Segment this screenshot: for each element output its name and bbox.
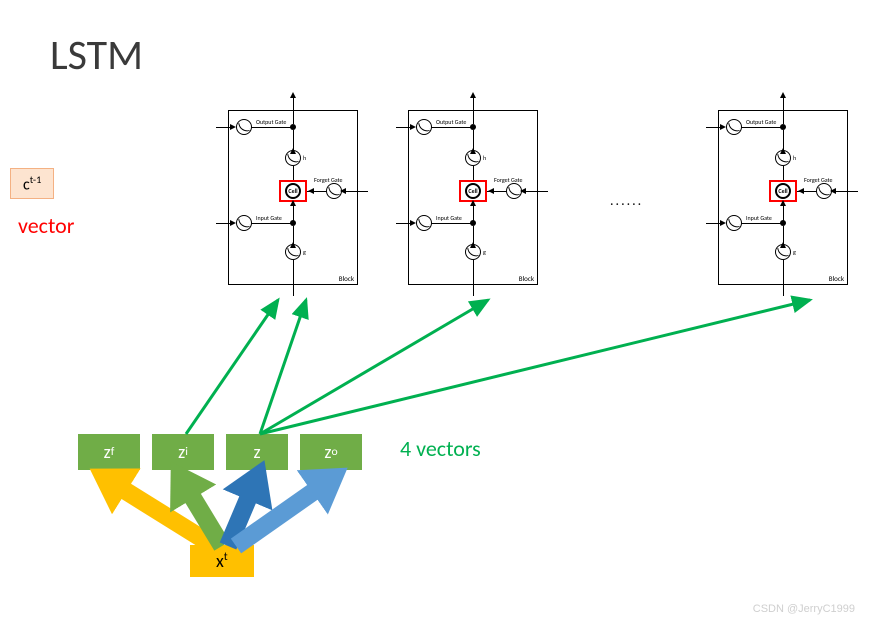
forget-gate-label: Forget Gate (804, 176, 832, 184)
watermark: CSDN @JerryC1999 (753, 603, 855, 615)
ellipsis: ...... (610, 192, 643, 209)
z-to-cell-arrow (260, 300, 810, 434)
output-gate-label: Output Gate (436, 118, 466, 126)
lstm-cell: Block Output Gate h Cell Forget Gate (700, 98, 850, 293)
ct1-badge: ct-1 (10, 168, 54, 199)
cell-box: Cell (459, 180, 487, 202)
sigma-icon (236, 215, 252, 231)
four-vectors-label: 4 vectors (400, 435, 481, 462)
cell-box: Cell (279, 180, 307, 202)
z-to-cell-arrow (186, 300, 278, 434)
vector-label: vector (18, 212, 74, 239)
input-arrow (228, 480, 256, 546)
forget-gate-label: Forget Gate (494, 176, 522, 184)
sigma-icon (416, 215, 432, 231)
z-to-cell-arrow (260, 300, 306, 434)
input-gate-label: Input Gate (256, 214, 282, 222)
output-gate-label: Output Gate (746, 118, 776, 126)
input-gate-label: Input Gate (746, 214, 772, 222)
block-label: Block (339, 274, 354, 283)
z-to-cell-arrow (260, 300, 488, 434)
z-box-z: z (226, 434, 288, 470)
z-box-zi: zi (152, 434, 214, 470)
forget-gate-label: Forget Gate (314, 176, 342, 184)
xt-badge: xt (190, 545, 254, 577)
sigma-icon (726, 119, 742, 135)
z-vector-row: zf zi z zo (78, 434, 362, 470)
sigma-icon (416, 119, 432, 135)
block-label: Block (519, 274, 534, 283)
lstm-cell: Block Output Gate h Cell Forget Gate (210, 98, 360, 293)
lstm-cell: Block Output Gate h Cell Forget Gate (390, 98, 540, 293)
sigma-icon (236, 119, 252, 135)
z-box-zf: zf (78, 434, 140, 470)
sigma-icon (726, 215, 742, 231)
page-title: LSTM (50, 30, 143, 81)
output-gate-label: Output Gate (256, 118, 286, 126)
input-arrow (182, 480, 222, 546)
input-arrow (236, 480, 330, 546)
block-label: Block (829, 274, 844, 283)
green-arrows-layer (0, 0, 873, 621)
input-arrow (108, 480, 214, 546)
input-gate-label: Input Gate (436, 214, 462, 222)
thick-arrows-layer (0, 0, 873, 621)
z-box-zo: zo (300, 434, 362, 470)
cell-box: Cell (769, 180, 797, 202)
